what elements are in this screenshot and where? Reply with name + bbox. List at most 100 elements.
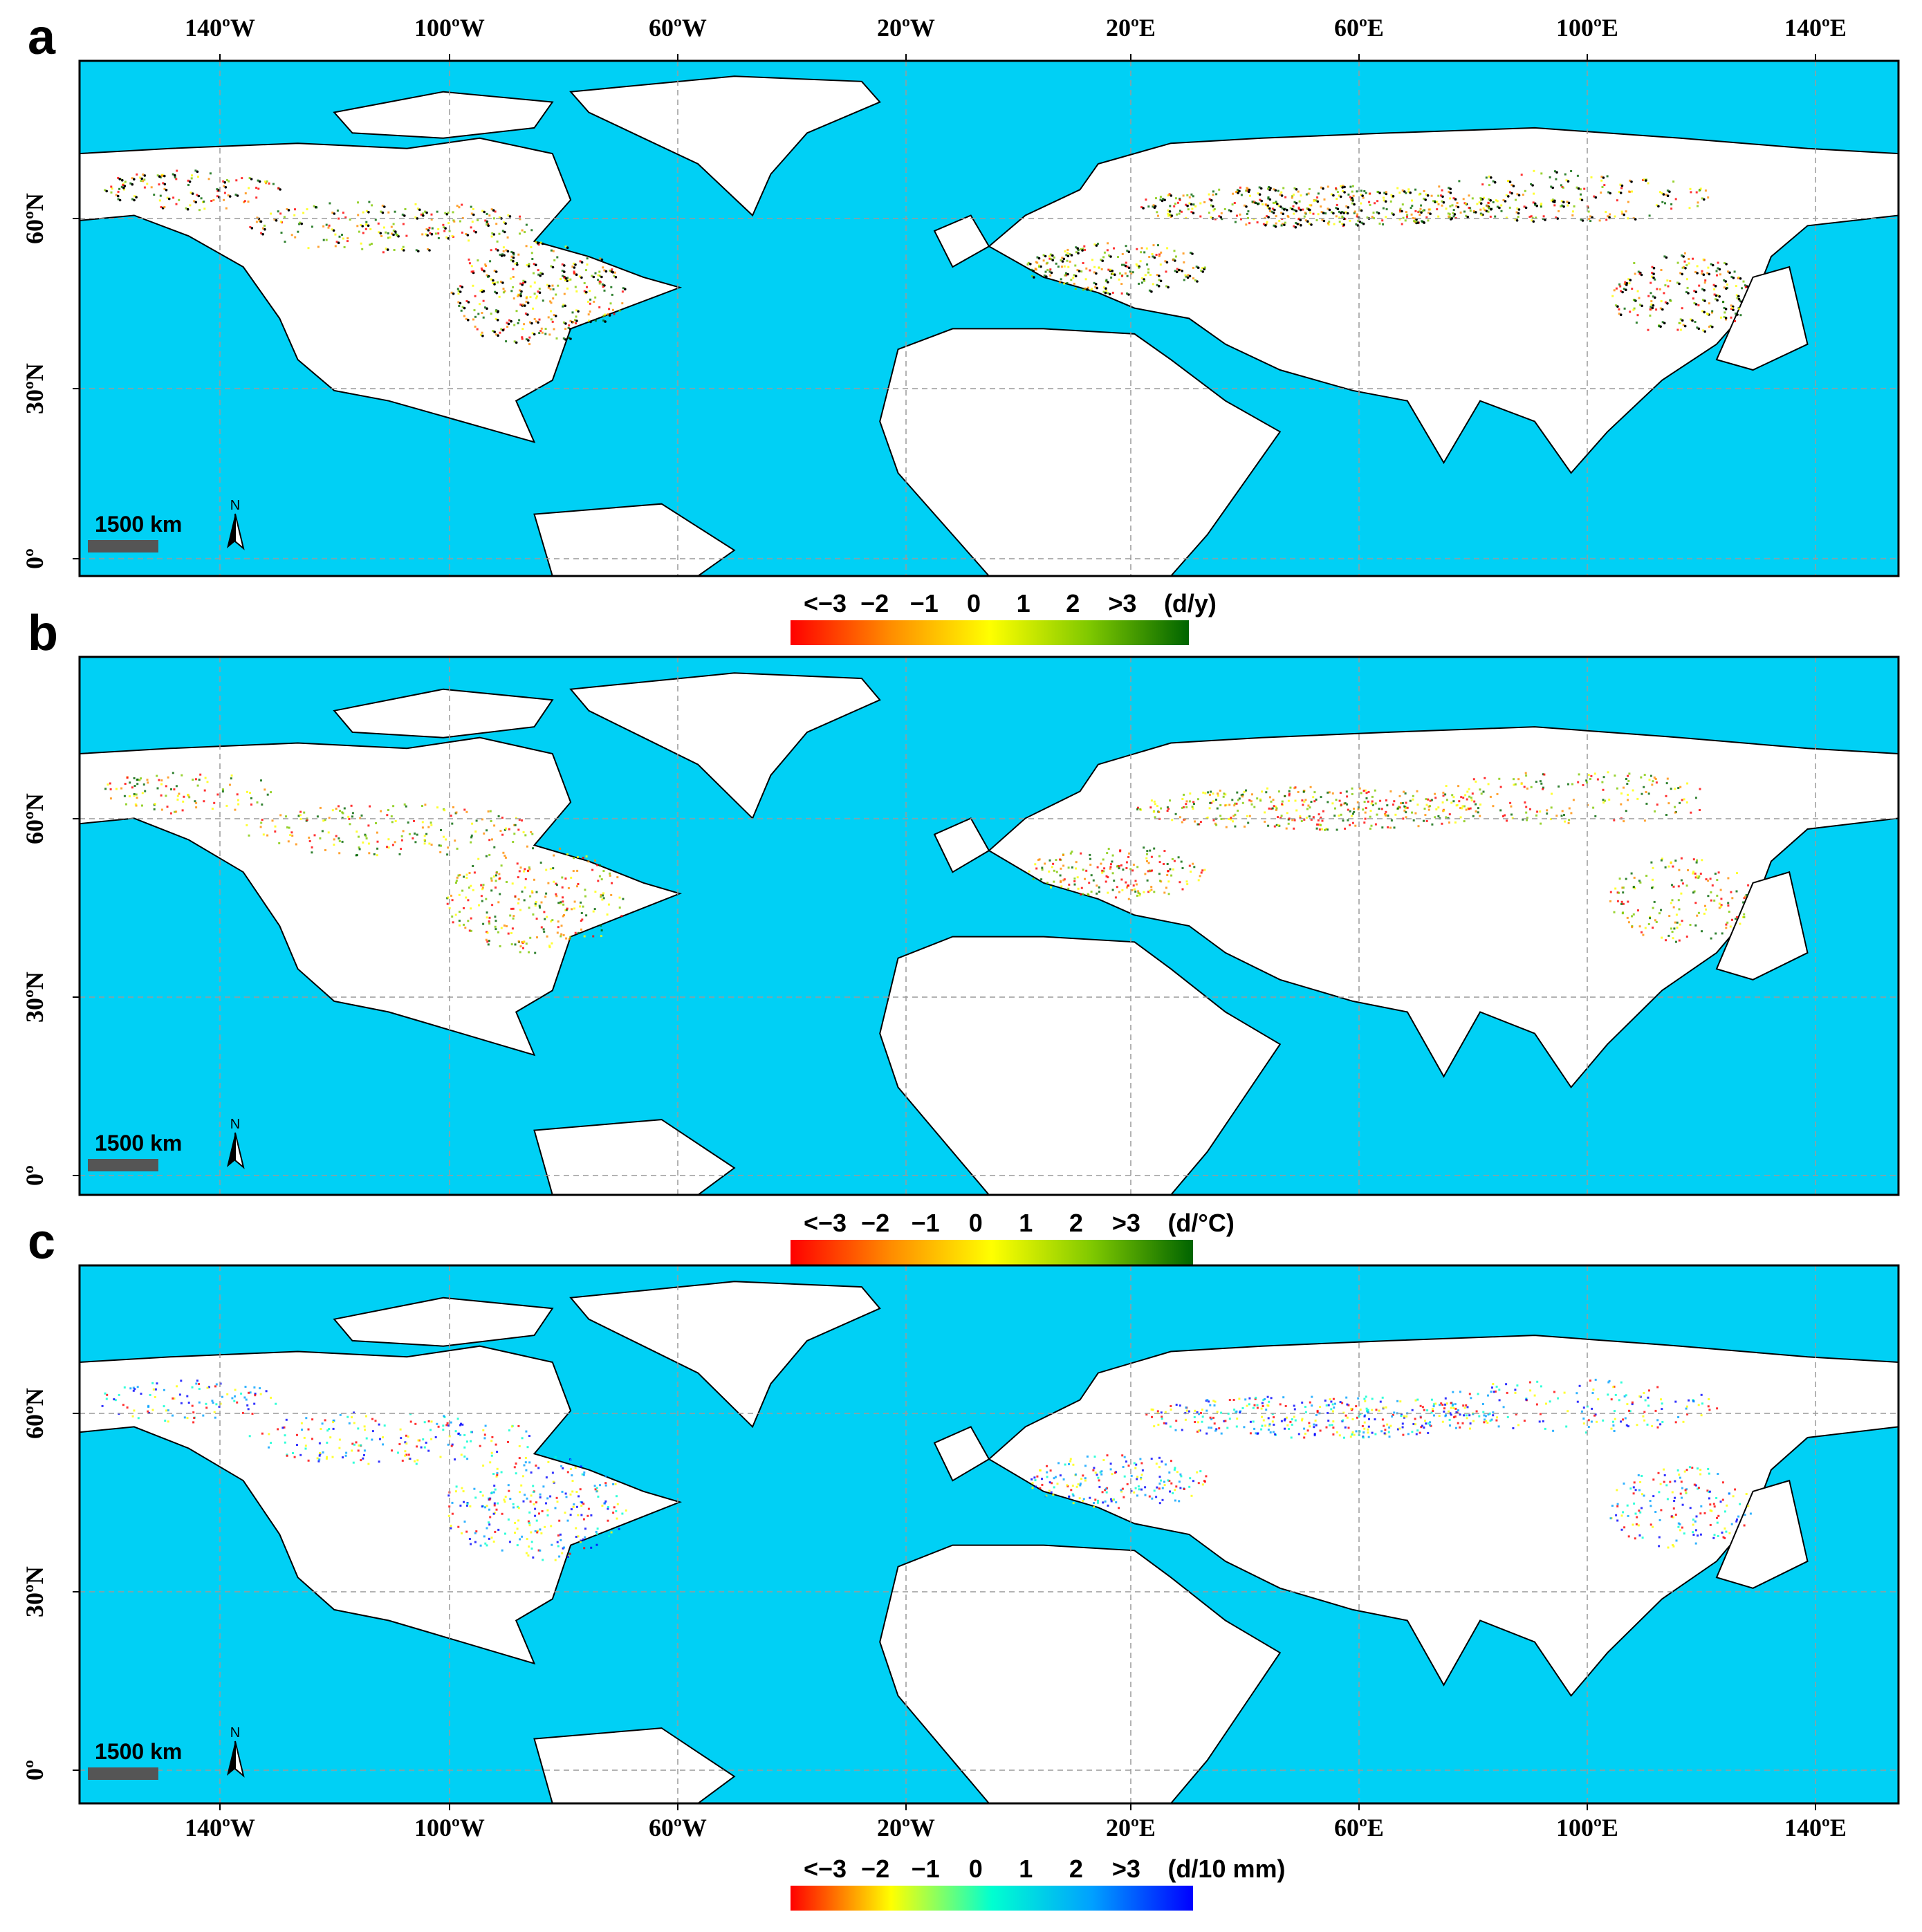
- colorbar-gradient: [791, 620, 1189, 645]
- colorbar-gradient: [791, 1240, 1193, 1265]
- colorbar-tick-label: −2: [861, 1209, 889, 1237]
- longitude-label-top: 60ºW: [649, 14, 707, 41]
- colorbar: <−3 −2 −1 0 1 2 >3 (d/°C): [791, 1209, 1235, 1265]
- longitude-label-bottom: 100ºE: [1556, 1814, 1618, 1841]
- landmass-5: [933, 817, 990, 873]
- graticule: [80, 657, 1898, 1195]
- north-label: N: [230, 498, 240, 513]
- latitude-label: 30ºN: [21, 363, 48, 414]
- colorbar-tick-label: <−3: [804, 589, 847, 617]
- top-longitude-labels: 140ºW 100ºW 60ºW 20ºW 20ºE 60ºE 100ºE 140ºE: [185, 14, 1847, 61]
- colorbar: <−3 −2 −1 0 1 2 >3 (d/y): [791, 589, 1217, 645]
- longitude-label-top: 20ºW: [877, 14, 935, 41]
- map-frame: [78, 656, 1900, 1196]
- landmass-0: [80, 736, 682, 1057]
- bottom-longitude-labels: 140ºW 100ºW 60ºW 20ºW 20ºE 60ºE 100ºE 140ºE: [185, 1803, 1847, 1841]
- landmass-6: [1715, 1479, 1809, 1589]
- colorbar-tick-label: 0: [967, 589, 981, 617]
- colorbar-unit: (d/°C): [1167, 1209, 1234, 1237]
- landmass-2: [988, 1335, 1898, 1698]
- map-panels: a 60ºN 30ºN 0º 1500 km N <−3 −2 −1 0 1 2 >3 (d/y) b 60º…: [21, 10, 1900, 1911]
- longitude-label-top: 100ºW: [414, 14, 485, 41]
- landmass-6: [1715, 871, 1809, 981]
- colorbar: <−3 −2 −1 0 1 2 >3 (d/10 mm): [791, 1855, 1285, 1911]
- landmass-5: [933, 1426, 990, 1482]
- colorbar-tick-label: 2: [1066, 589, 1080, 617]
- colorbar-tick-label: 1: [1019, 1855, 1033, 1883]
- longitude-label-top: 100ºE: [1556, 14, 1618, 41]
- north-arrow-icon: N: [227, 1725, 245, 1778]
- graticule: [80, 1265, 1898, 1803]
- longitude-label-bottom: 140ºW: [185, 1814, 255, 1841]
- scale-bar: 1500 km: [88, 512, 182, 552]
- north-arrow-icon: N: [227, 1117, 245, 1169]
- longitude-label-bottom: 140ºE: [1784, 1814, 1847, 1841]
- longitude-label-bottom: 20ºW: [877, 1814, 935, 1841]
- scale-bar: 1500 km: [88, 1131, 182, 1171]
- colorbar-tick-label: 2: [1069, 1209, 1083, 1237]
- landmass-0: [80, 1345, 682, 1665]
- latitude-label: 0º: [21, 1760, 48, 1781]
- landmass-5: [933, 214, 990, 268]
- colorbar-tick-label: >3: [1108, 589, 1136, 617]
- scale-bar-label: 1500 km: [95, 1131, 182, 1155]
- colorbar-tick-label: <−3: [804, 1209, 847, 1237]
- landmass-4: [333, 1297, 554, 1347]
- map-panel-c: c 60ºN 30ºN 0º 1500 km N <−3 −2 −1 0 1 2 >3 (d/10 mm): [21, 1214, 1900, 1911]
- longitude-label-top: 60ºE: [1334, 14, 1384, 41]
- longitude-label-top: 140ºW: [185, 14, 255, 41]
- north-label: N: [230, 1117, 240, 1132]
- landmass-3: [879, 328, 1282, 576]
- colorbar-gradient: [791, 1886, 1193, 1911]
- panel-letter-b: b: [28, 606, 58, 661]
- latitude-label: 30ºN: [21, 972, 48, 1023]
- landmass-7: [533, 503, 736, 576]
- landmass-1: [569, 75, 881, 217]
- landmass-2: [988, 726, 1898, 1089]
- graticule: [80, 61, 1898, 576]
- colorbar-tick-label: −1: [912, 1855, 940, 1883]
- north-arrow-icon: N: [227, 498, 245, 550]
- landmass-4: [333, 91, 554, 139]
- trend-pixels: [104, 771, 1750, 954]
- latitude-label: 0º: [21, 548, 48, 569]
- colorbar-tick-label: 0: [969, 1209, 983, 1237]
- colorbar-tick-label: <−3: [804, 1855, 847, 1883]
- map-frame: [78, 59, 1900, 577]
- colorbar-tick-label: −2: [861, 1855, 889, 1883]
- colorbar-tick-label: 2: [1069, 1855, 1083, 1883]
- longitude-label-bottom: 60ºE: [1334, 1814, 1384, 1841]
- colorbar-tick-label: −1: [912, 1209, 940, 1237]
- scale-bar-label: 1500 km: [95, 512, 182, 537]
- latitude-label: 60ºN: [21, 193, 48, 244]
- colorbar-tick-label: >3: [1112, 1209, 1140, 1237]
- map-panel-a: a 60ºN 30ºN 0º 1500 km N <−3 −2 −1 0 1 2 >3 (d/y): [21, 10, 1900, 645]
- colorbar-tick-label: 1: [1017, 589, 1031, 617]
- trend-pixels: [104, 169, 1748, 346]
- landmass-1: [569, 1281, 881, 1429]
- landmass-7: [533, 1727, 736, 1803]
- colorbar-tick-label: 1: [1019, 1209, 1033, 1237]
- colorbar-tick-label: −1: [910, 589, 939, 617]
- colorbar-tick-label: 0: [969, 1855, 983, 1883]
- landmass-4: [333, 688, 554, 739]
- colorbar-unit: (d/y): [1164, 589, 1217, 617]
- map-frame: [78, 1264, 1900, 1805]
- latitude-label: 60ºN: [21, 1388, 48, 1439]
- landmass-3: [879, 936, 1282, 1195]
- trend-pixels: [101, 1378, 1752, 1561]
- longitude-label-bottom: 60ºW: [649, 1814, 707, 1841]
- colorbar-tick-label: >3: [1112, 1855, 1140, 1883]
- landmass-2: [988, 127, 1898, 474]
- scale-bar: 1500 km: [88, 1739, 182, 1780]
- panel-letter-c: c: [28, 1214, 55, 1270]
- scale-bar-label: 1500 km: [95, 1739, 182, 1764]
- landmass-6: [1715, 266, 1809, 371]
- longitude-label-bottom: 100ºW: [414, 1814, 485, 1841]
- landmass-0: [80, 137, 683, 443]
- landmass-1: [569, 672, 881, 820]
- panel-letter-a: a: [28, 10, 56, 65]
- landmass-3: [879, 1544, 1282, 1803]
- map-panel-b: b 60ºN 30ºN 0º 1500 km N <−3 −2 −1 0 1 2 >3 (d/°C): [21, 606, 1900, 1265]
